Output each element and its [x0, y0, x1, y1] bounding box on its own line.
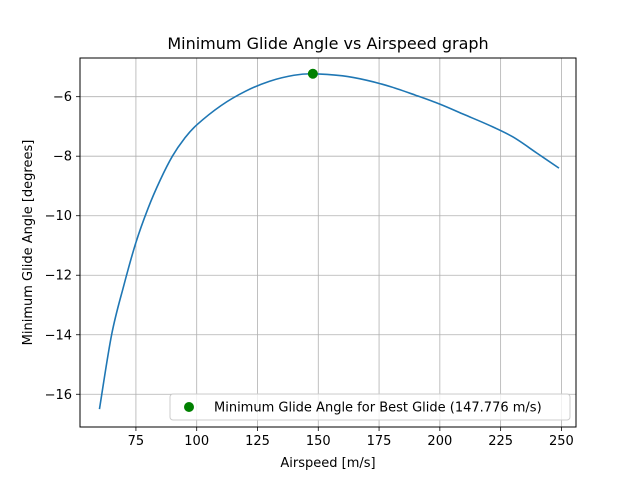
y-axis-label: Minimum Glide Angle [degrees] — [21, 140, 36, 346]
series-layer — [98, 68, 560, 410]
x-tick-label: 150 — [306, 434, 331, 449]
x-tick-label: 175 — [367, 434, 392, 449]
x-tick-label: 200 — [427, 434, 452, 449]
y-tick-label: −10 — [45, 209, 72, 224]
x-tick-label: 100 — [184, 434, 209, 449]
legend: Minimum Glide Angle for Best Glide (147.… — [169, 393, 571, 421]
best-glide-point — [307, 68, 318, 79]
x-tick-label: 125 — [245, 434, 270, 449]
legend-marker — [184, 402, 194, 412]
chart-title: Minimum Glide Angle vs Airspeed graph — [167, 34, 488, 53]
legend-entry: Minimum Glide Angle for Best Glide (147.… — [214, 401, 542, 416]
x-tick-label: 225 — [488, 434, 513, 449]
y-tick-label: −14 — [45, 328, 72, 343]
x-axis-label: Airspeed [m/s] — [280, 456, 375, 471]
y-tick-label: −8 — [53, 150, 72, 165]
x-tick-label: 75 — [128, 434, 145, 449]
glide-angle-line — [98, 72, 560, 410]
legend-box — [169, 393, 571, 421]
y-tick-label: −12 — [45, 269, 72, 284]
grid-lines — [80, 58, 576, 427]
plot-frame — [79, 57, 577, 428]
ticks-layer: 75 100 125 150 175 200 225 250 −16 −14 −12 −10 −8 −6 — [45, 90, 574, 449]
y-tick-label: −6 — [53, 90, 72, 105]
x-tick-label: 250 — [549, 434, 574, 449]
y-tick-label: −16 — [45, 388, 72, 403]
